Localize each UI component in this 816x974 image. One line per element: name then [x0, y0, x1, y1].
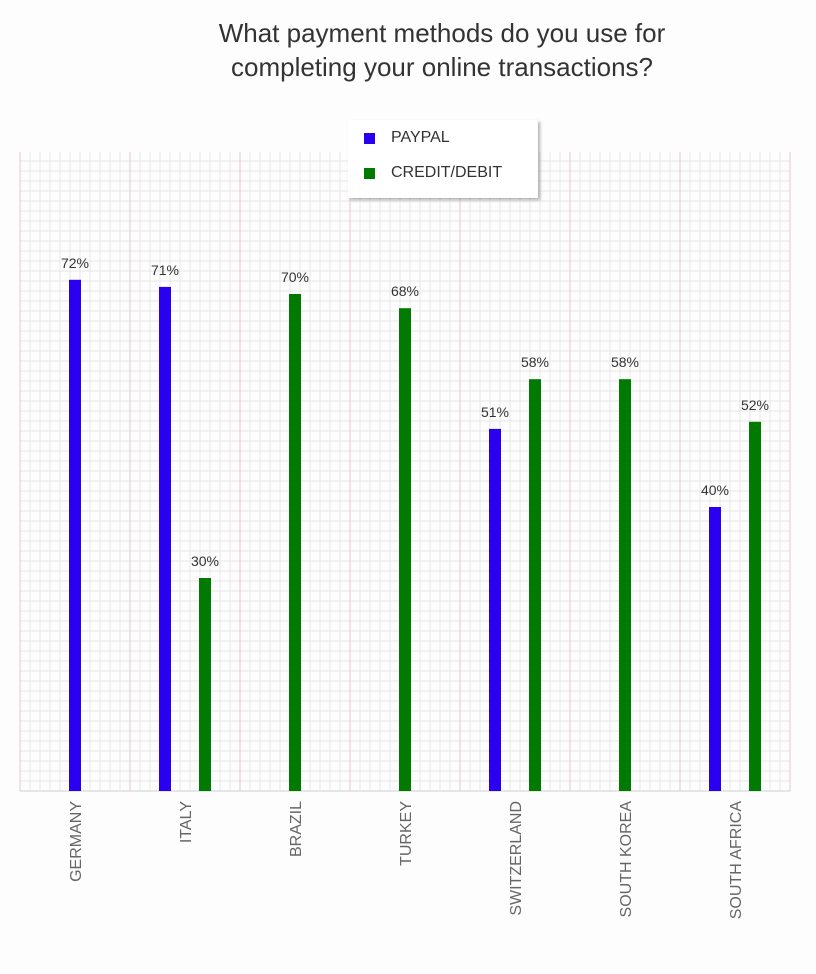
data-label: 30% — [191, 553, 219, 569]
x-tick-label: SOUTH AFRICA — [728, 801, 745, 920]
x-tick-label: TURKEY — [398, 801, 415, 866]
data-label: 40% — [701, 482, 729, 498]
bar-paypal-germany — [69, 279, 81, 791]
bar-credit-debit-brazil — [289, 294, 301, 791]
x-tick-label: GERMANY — [68, 801, 85, 882]
data-label: 58% — [521, 354, 549, 370]
bar-credit-debit-south-africa — [749, 421, 761, 791]
data-label: 58% — [611, 354, 639, 370]
x-tick-label: BRAZIL — [288, 801, 305, 857]
bar-credit-debit-switzerland — [529, 379, 541, 791]
bar-paypal-italy — [159, 286, 171, 791]
bar-credit-debit-turkey — [399, 308, 411, 791]
legend-label-paypal: PAYPAL — [391, 129, 450, 146]
x-tick-label: SOUTH KOREA — [618, 801, 635, 918]
bar-credit-debit-italy — [199, 578, 211, 791]
data-label: 70% — [281, 269, 309, 285]
x-tick-label: SWITZERLAND — [508, 801, 525, 916]
x-tick-label: ITALY — [178, 801, 195, 843]
legend: PAYPAL CREDIT/DEBIT — [348, 120, 538, 198]
bar-paypal-switzerland — [489, 428, 501, 791]
data-label: 71% — [151, 262, 179, 278]
bar-credit-debit-south-korea — [619, 379, 631, 791]
bar-paypal-south-africa — [709, 507, 721, 791]
legend-item-paypal[interactable]: PAYPAL — [364, 128, 450, 148]
chart-title: What payment methods do you use for comp… — [218, 18, 666, 82]
data-label: 51% — [481, 404, 509, 420]
legend-swatch-credit-debit — [364, 167, 375, 179]
legend-item-credit-debit[interactable]: CREDIT/DEBIT — [364, 163, 502, 183]
data-label: 52% — [741, 397, 769, 413]
data-labels: 72% 71% 30% 70% 68% 51% 58% 58% 40% 52% — [61, 255, 769, 569]
legend-label-credit-debit: CREDIT/DEBIT — [391, 164, 503, 181]
data-label: 72% — [61, 255, 89, 271]
data-label: 68% — [391, 283, 419, 299]
x-tick-labels: GERMANY ITALY BRAZIL TURKEY SWITZERLAND SOUTH… — [68, 801, 745, 920]
legend-swatch-paypal — [364, 132, 375, 144]
bars — [69, 279, 761, 791]
